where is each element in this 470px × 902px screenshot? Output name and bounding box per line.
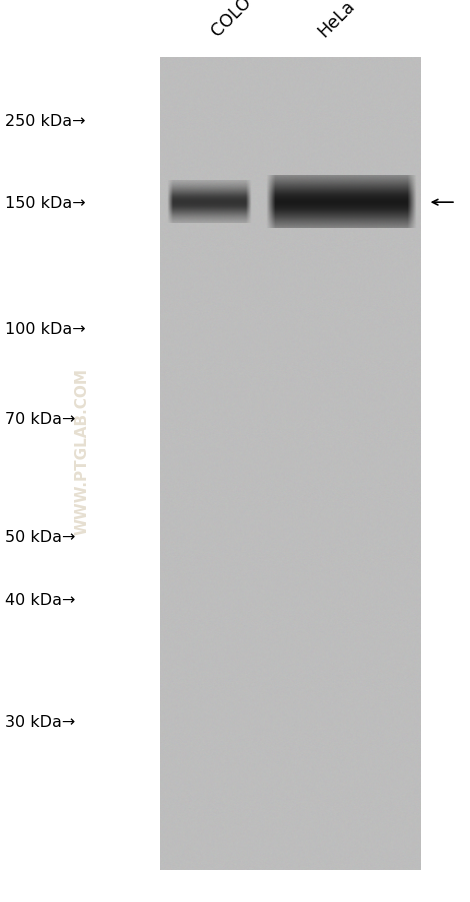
Text: 30 kDa→: 30 kDa→ (5, 714, 75, 729)
Text: 40 kDa→: 40 kDa→ (5, 593, 75, 607)
Text: 250 kDa→: 250 kDa→ (5, 115, 85, 129)
Text: 70 kDa→: 70 kDa→ (5, 412, 75, 427)
Text: 50 kDa→: 50 kDa→ (5, 529, 75, 544)
Text: COLO 320: COLO 320 (208, 0, 282, 41)
Text: HeLa: HeLa (314, 0, 358, 41)
Text: 150 kDa→: 150 kDa→ (5, 196, 86, 210)
Text: WWW.PTGLAB.COM: WWW.PTGLAB.COM (75, 368, 90, 534)
Text: 100 kDa→: 100 kDa→ (5, 322, 86, 336)
